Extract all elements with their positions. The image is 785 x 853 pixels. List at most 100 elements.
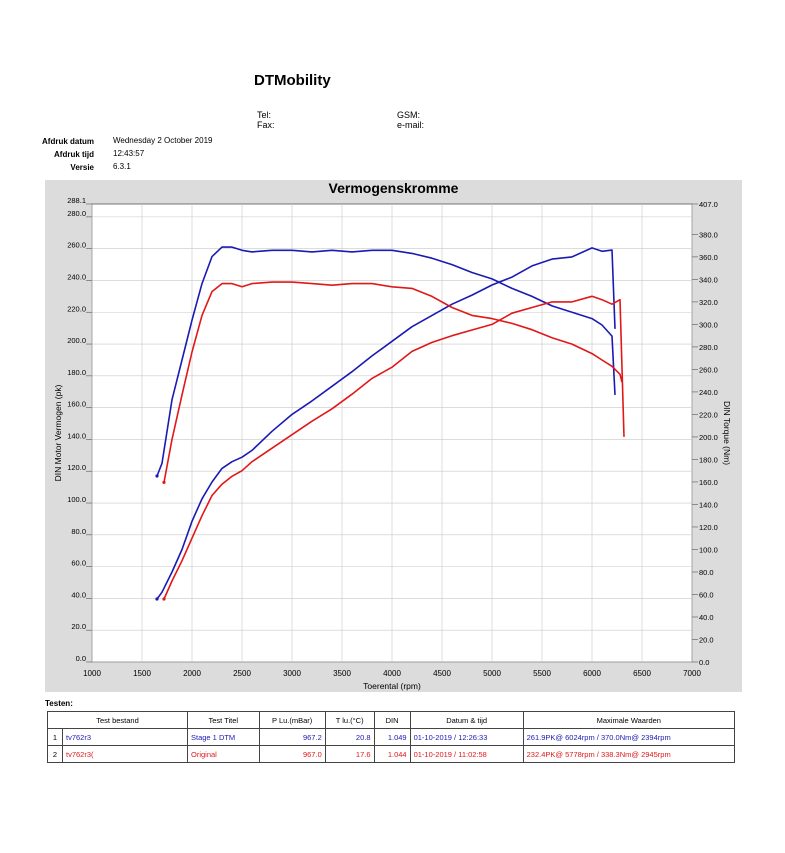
y2-tick-label: 300.0 [699, 320, 718, 329]
x-tick-label: 1500 [133, 669, 151, 678]
x-tick-label: 7000 [683, 669, 701, 678]
series-start-point [155, 474, 159, 478]
y-tick-label: 260.0 [67, 241, 86, 250]
y-axis-label: DIN Motor Vermogen (pk) [53, 384, 63, 481]
y2-tick-label: 320.0 [699, 298, 718, 307]
tests-label: Testen: [45, 699, 73, 708]
chart-title: Vermogenskromme [328, 180, 459, 196]
series-line-torque [163, 295, 625, 600]
y2-tick-label: 160.0 [699, 478, 718, 487]
col-datetime: Datum & tijd [409, 711, 524, 729]
row-index: 2 [47, 745, 63, 763]
x-tick-label: 3000 [283, 669, 301, 678]
print-date-value: Wednesday 2 October 2019 [113, 136, 213, 145]
redaction-box [93, 749, 144, 757]
y2-tick-label: 0.0 [699, 658, 709, 667]
y2-tick-label: 280.0 [699, 343, 718, 352]
row-din: 1.044 [373, 745, 411, 763]
series-start-point [162, 597, 166, 601]
row-temperature: 20.8 [324, 728, 375, 746]
y-tick-label: 60.0 [71, 559, 86, 568]
row-file: tv762r3( [62, 745, 188, 763]
table-row[interactable]: 1 tv762r3 Stage 1 DTM 967.2 20.8 1.049 0… [47, 728, 736, 746]
x-tick-label: 4500 [433, 669, 451, 678]
col-test-title: Test Titel [187, 711, 260, 729]
y2-tick-label: 60.0 [699, 590, 714, 599]
y2-tick-label: 200.0 [699, 433, 718, 442]
y2-tick-label: 140.0 [699, 500, 718, 509]
x-tick-label: 2500 [233, 669, 251, 678]
row-datetime: 01-10-2019 / 11:02:58 [409, 745, 524, 763]
x-tick-label: 1000 [83, 669, 101, 678]
col-temperature: T lu.(°C) [324, 711, 375, 729]
row-file-text: tv762r3 [66, 733, 92, 742]
y-tick-label: 280.0 [67, 209, 86, 218]
y-tick-label: 140.0 [67, 431, 86, 440]
print-date-label: Afdruk datum [42, 137, 94, 146]
y2-tick-label: 180.0 [699, 455, 718, 464]
y-tick-label: 288.1 [67, 196, 86, 205]
y2-tick-label: 220.0 [699, 410, 718, 419]
y-tick-label: 220.0 [67, 304, 86, 313]
y-tick-label: 240.0 [67, 272, 86, 281]
version-value: 6.3.1 [113, 162, 131, 171]
x-tick-label: 3500 [333, 669, 351, 678]
series-line-power [163, 281, 623, 483]
table-row[interactable]: 2 tv762r3( Original 967.0 17.6 1.044 01-… [47, 745, 736, 763]
power-torque-chart: 1000 1500 2000 2500 3000 3500 4000 4500 5000 5500… [53, 196, 732, 691]
y-tick-label: 160.0 [67, 400, 86, 409]
tests-header-row: Test bestand Test Titel P Lu.(mBar) T lu… [47, 711, 736, 729]
col-pressure: P Lu.(mBar) [258, 711, 326, 729]
x-tick-label: 6000 [583, 669, 601, 678]
series-start-point [162, 480, 166, 484]
email-label: e-mail: [397, 120, 425, 130]
series-start-point [155, 597, 159, 601]
x-axis-label: Toerental (rpm) [363, 681, 421, 691]
row-file-text: tv762r3( [66, 750, 94, 759]
y2-tick-label: 360.0 [699, 253, 718, 262]
x-tick-label: 5000 [483, 669, 501, 678]
col-din: DIN [373, 711, 411, 729]
y2-tick-label: 240.0 [699, 388, 718, 397]
col-test-file: Test bestand [47, 711, 188, 729]
y2-tick-label: 120.0 [699, 523, 718, 532]
col-max-values: Maximale Waarden [522, 711, 736, 729]
y2-tick-label: 380.0 [699, 230, 718, 239]
y-tick-label: 20.0 [71, 622, 86, 631]
y2-tick-label: 20.0 [699, 635, 714, 644]
row-max: 261.9PK@ 6024rpm / 370.0Nm@ 2394rpm [522, 728, 736, 746]
y-tick-label: 0.0 [76, 654, 86, 663]
x-tick-label: 5500 [533, 669, 551, 678]
row-pressure: 967.2 [258, 728, 326, 746]
x-tick-label: 4000 [383, 669, 401, 678]
redaction-box [91, 732, 142, 740]
row-din: 1.049 [373, 728, 411, 746]
y-tick-label: 80.0 [71, 527, 86, 536]
row-file: tv762r3 [62, 728, 188, 746]
series-line-power [156, 246, 616, 477]
version-label: Versie [70, 163, 94, 172]
print-time-value: 12:43:57 [113, 149, 145, 158]
y-tick-label: 200.0 [67, 336, 86, 345]
y-tick-label: 100.0 [67, 495, 86, 504]
company-name: DTMobility [254, 72, 331, 89]
row-index: 1 [47, 728, 63, 746]
row-title: Stage 1 DTM [187, 728, 260, 746]
y-tick-label: 40.0 [71, 590, 86, 599]
tests-table: Test bestand Test Titel P Lu.(mBar) T lu… [47, 711, 736, 763]
row-pressure: 967.0 [258, 745, 326, 763]
x-tick-label: 2000 [183, 669, 201, 678]
print-time-label: Afdruk tijd [54, 150, 94, 159]
y-tick-label: 180.0 [67, 368, 86, 377]
row-title: Original [187, 745, 260, 763]
tel-label: Tel: [257, 110, 272, 120]
y2-tick-label: 260.0 [699, 365, 718, 374]
gsm-label: GSM: [397, 110, 421, 120]
y2-tick-label: 100.0 [699, 545, 718, 554]
y2-tick-label: 340.0 [699, 275, 718, 284]
y2-tick-label: 80.0 [699, 568, 714, 577]
fax-label: Fax: [257, 120, 275, 130]
row-temperature: 17.6 [324, 745, 375, 763]
y2-tick-label: 407.0 [699, 200, 718, 209]
series-line-torque [156, 247, 616, 600]
